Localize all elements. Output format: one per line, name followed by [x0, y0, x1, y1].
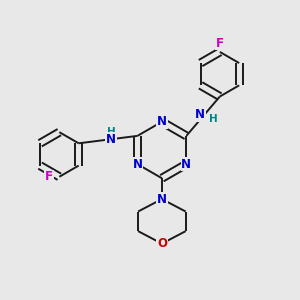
Text: N: N [181, 158, 191, 171]
Text: N: N [106, 133, 116, 146]
Text: O: O [157, 237, 167, 250]
Text: N: N [132, 158, 142, 171]
Text: N: N [157, 115, 167, 128]
Text: H: H [209, 114, 218, 124]
Text: N: N [157, 193, 167, 206]
Text: N: N [195, 108, 205, 121]
Text: F: F [216, 37, 224, 50]
Text: F: F [45, 170, 53, 183]
Text: H: H [106, 127, 116, 137]
